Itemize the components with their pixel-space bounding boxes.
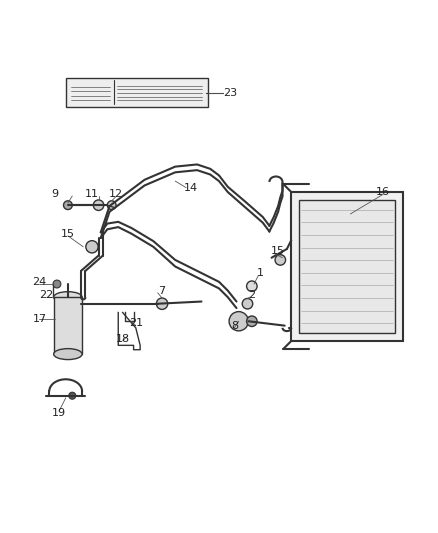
- Circle shape: [69, 392, 76, 399]
- Bar: [299, 200, 395, 333]
- Text: 17: 17: [32, 314, 46, 324]
- Bar: [53, 297, 82, 354]
- Circle shape: [242, 298, 253, 309]
- Text: 22: 22: [39, 290, 53, 300]
- Text: 15: 15: [271, 246, 285, 256]
- Text: 19: 19: [52, 408, 66, 418]
- Circle shape: [64, 201, 72, 209]
- Ellipse shape: [53, 292, 82, 303]
- Bar: [291, 192, 403, 341]
- Text: 16: 16: [376, 187, 390, 197]
- Text: 9: 9: [51, 189, 58, 199]
- FancyBboxPatch shape: [66, 78, 208, 107]
- Circle shape: [247, 316, 257, 327]
- Text: 15: 15: [61, 229, 75, 239]
- Text: 1: 1: [257, 268, 264, 278]
- Text: 7: 7: [159, 286, 166, 296]
- Text: 8: 8: [231, 321, 238, 330]
- Circle shape: [53, 280, 61, 288]
- Circle shape: [86, 241, 98, 253]
- Text: 18: 18: [116, 334, 130, 344]
- Text: 24: 24: [32, 277, 46, 287]
- Circle shape: [107, 201, 116, 209]
- Ellipse shape: [53, 349, 82, 360]
- Text: 14: 14: [184, 183, 198, 192]
- Text: 12: 12: [109, 189, 123, 199]
- Text: 21: 21: [129, 318, 143, 328]
- Text: 23: 23: [223, 88, 237, 99]
- Text: 2: 2: [248, 290, 255, 300]
- Circle shape: [229, 312, 248, 331]
- Text: 11: 11: [85, 189, 99, 199]
- Circle shape: [156, 298, 168, 310]
- Circle shape: [93, 200, 104, 211]
- Circle shape: [247, 281, 257, 292]
- Circle shape: [275, 255, 286, 265]
